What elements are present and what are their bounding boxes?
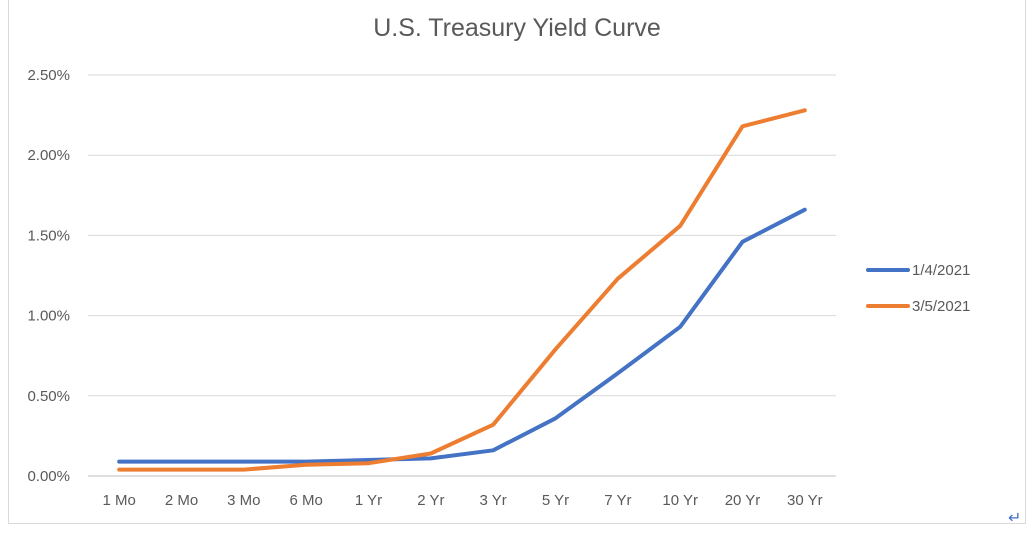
y-tick-label: 1.50% [27, 227, 70, 244]
x-tick-label: 2 Mo [165, 492, 198, 509]
x-tick-label: 6 Mo [289, 492, 322, 509]
x-tick-label: 1 Mo [102, 492, 135, 509]
x-tick-label: 5 Yr [542, 492, 569, 509]
x-tick-label: 3 Mo [227, 492, 260, 509]
series-line-2 [117, 108, 807, 472]
y-axis: 0.00% 0.50% 1.00% 1.50% 2.00% 2.50% [27, 67, 70, 485]
legend-label: 3/5/2021 [912, 298, 970, 315]
x-tick-label: 20 Yr [725, 492, 761, 509]
legend-label: 1/4/2021 [912, 262, 970, 279]
x-tick-label: 1 Yr [355, 492, 382, 509]
y-tick-label: 0.00% [27, 468, 70, 485]
grid-layer [88, 74, 836, 477]
x-tick-label: 3 Yr [480, 492, 507, 509]
return-arrow-icon: ↵ [1008, 508, 1022, 527]
series-line-1 [117, 207, 807, 464]
x-tick-label: 2 Yr [417, 492, 444, 509]
x-tick-label: 30 Yr [787, 492, 823, 509]
y-tick-label: 2.50% [27, 67, 70, 84]
chart-title: U.S. Treasury Yield Curve [373, 14, 661, 42]
series-layer [117, 108, 807, 472]
y-tick-label: 1.00% [27, 308, 70, 325]
y-tick-label: 2.00% [27, 147, 70, 164]
x-axis: 1 Mo 2 Mo 3 Mo 6 Mo 1 Yr 2 Yr 3 Yr 5 Yr 7 Yr 10 Y… [102, 492, 822, 509]
x-tick-label: 10 Yr [662, 492, 698, 509]
legend: 1/4/2021 3/5/2021 [866, 262, 970, 315]
y-tick-label: 0.50% [27, 388, 70, 405]
x-tick-label: 7 Yr [604, 492, 631, 509]
